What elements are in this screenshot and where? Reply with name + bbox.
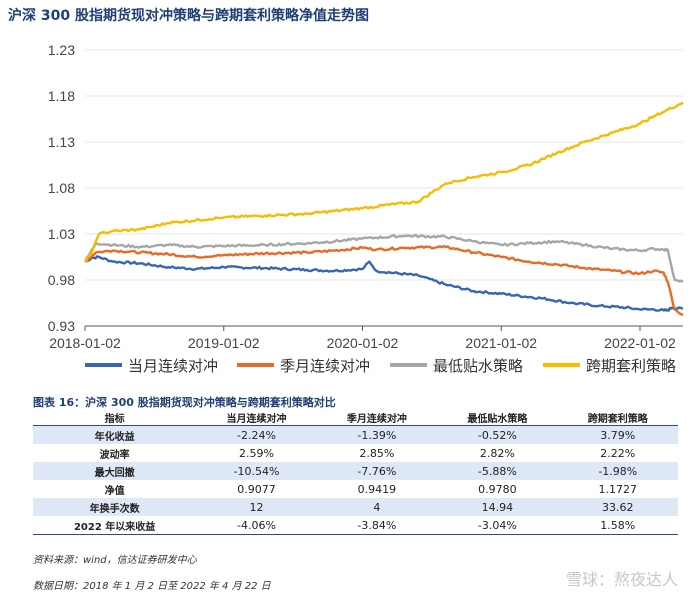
table-cell: 0.9780 bbox=[478, 482, 517, 496]
legend-label: 季月连续对冲 bbox=[280, 357, 370, 375]
table-cell: 2.82% bbox=[479, 446, 515, 460]
header-cell: 指标 bbox=[33, 410, 197, 426]
y-tick-label: 1.03 bbox=[48, 226, 75, 242]
table-cell: 2.22% bbox=[600, 446, 636, 460]
table-row: 最大回撤 -10.54% -7.76% -5.88% -1.98% bbox=[33, 462, 678, 480]
table-cell: 1.1727 bbox=[598, 482, 638, 496]
table-cell: 33.62 bbox=[557, 498, 678, 516]
table-cell: 4 bbox=[316, 498, 438, 516]
table-cell: -10.54% bbox=[196, 462, 317, 480]
table-cell: 1.58% bbox=[557, 516, 678, 535]
table-cell: -0.52% bbox=[437, 425, 558, 444]
table-cell: 3.79% bbox=[557, 425, 678, 444]
table-cell: -1.39% bbox=[316, 425, 438, 444]
table-row: 年换手次数 12 4 14.94 33.62 bbox=[33, 498, 678, 516]
table-row: 年化收益 -2.24% -1.39% -0.52% 3.79% bbox=[33, 425, 678, 444]
x-tick-label: 2018-01-02 bbox=[49, 335, 121, 351]
row-label: 2022 年以来收益 bbox=[33, 516, 197, 535]
table-caption: 图表 16：沪深 300 股指期货现对冲策略与跨期套利策略对比 bbox=[33, 396, 336, 409]
chart-title: 沪深 300 股指期货现对冲策略与跨期套利策略净值走势图 bbox=[8, 8, 369, 24]
table-cell: -4.06% bbox=[196, 516, 317, 535]
header-cell: 最低贴水策略 bbox=[437, 410, 558, 426]
table-row: 2022 年以来收益 -4.06% -3.84% -3.04% 1.58% bbox=[33, 516, 678, 535]
y-tick-label: 0.93 bbox=[48, 318, 75, 334]
table-cell: 14.94 bbox=[437, 498, 558, 516]
row-label: 波动率 bbox=[99, 449, 130, 461]
table-cell: -7.76% bbox=[316, 462, 438, 480]
x-tick-label: 2022-01-02 bbox=[604, 335, 676, 351]
legend-label: 最低贴水策略 bbox=[433, 357, 523, 375]
series-line bbox=[84, 255, 684, 312]
table-cell: 2.85% bbox=[359, 446, 395, 460]
table-cell: -3.04% bbox=[437, 516, 558, 535]
y-tick-label: 1.18 bbox=[48, 88, 75, 104]
x-tick-label: 2021-01-02 bbox=[465, 335, 537, 351]
x-tick-label: 2020-01-02 bbox=[327, 335, 399, 351]
watermark: 雪球：熬夜达人 bbox=[565, 570, 678, 589]
table-cell: 0.9419 bbox=[357, 482, 397, 496]
x-tick-label: 2019-01-02 bbox=[188, 335, 260, 351]
header-cell: 跨期套利策略 bbox=[557, 410, 678, 426]
legend-label: 当月连续对冲 bbox=[128, 357, 218, 375]
row-label: 最大回撤 bbox=[33, 462, 197, 480]
table-cell: -2.24% bbox=[196, 425, 317, 444]
table-cell: 0.9077 bbox=[237, 482, 276, 496]
comparison-table: 指标 当月连续对冲 季月连续对冲 最低贴水策略 跨期套利策略 年化收益 -2.2… bbox=[33, 410, 678, 535]
row-label: 年换手次数 bbox=[33, 498, 197, 516]
y-tick-label: 1.08 bbox=[48, 180, 75, 196]
y-tick-label: 0.98 bbox=[48, 272, 75, 288]
row-label: 净值 bbox=[104, 485, 125, 497]
legend-label: 跨期套利策略 bbox=[586, 357, 676, 375]
header-cell: 季月连续对冲 bbox=[316, 410, 438, 426]
table-cell: 12 bbox=[196, 498, 317, 516]
table-cell: 2.59% bbox=[238, 446, 274, 460]
table-cell: -5.88% bbox=[437, 462, 558, 480]
table-header-row: 指标 当月连续对冲 季月连续对冲 最低贴水策略 跨期套利策略 bbox=[33, 410, 678, 426]
y-tick-label: 1.23 bbox=[48, 42, 75, 58]
series-line bbox=[83, 233, 684, 283]
table-cell: -1.98% bbox=[557, 462, 678, 480]
row-label: 年化收益 bbox=[33, 425, 197, 444]
series-line bbox=[84, 101, 684, 263]
series-line bbox=[84, 245, 684, 317]
source-note: 资料来源：wind，信达证券研发中心 bbox=[33, 555, 197, 566]
table-cell: -3.84% bbox=[316, 516, 438, 535]
y-tick-label: 1.13 bbox=[48, 134, 75, 150]
header-cell: 当月连续对冲 bbox=[196, 410, 317, 426]
date-note: 数据日期：2018 年 1 月 2 日至 2022 年 4 月 22 日 bbox=[33, 581, 271, 592]
table-row: 波动率 2.59% 2.85% 2.82% 2.22% bbox=[33, 444, 678, 462]
table-row: 净值 0.9077 0.9419 0.9780 1.1727 bbox=[33, 480, 678, 498]
